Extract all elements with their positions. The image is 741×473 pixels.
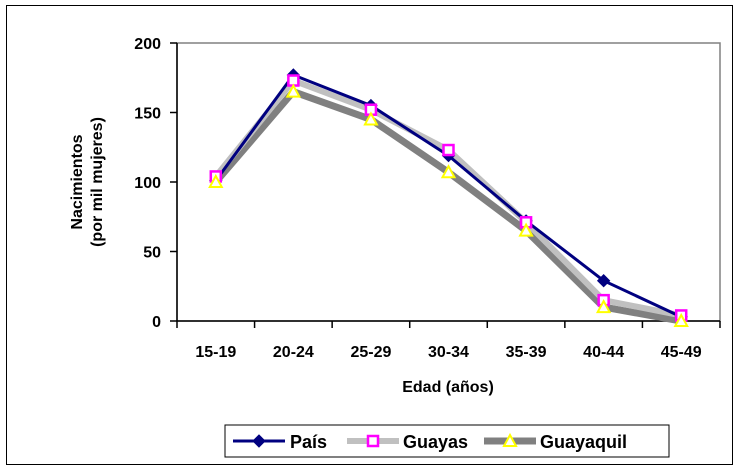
legend-label: Guayaquil [540,432,627,452]
y-tick-label: 0 [152,314,161,331]
x-tick-label: 30-34 [428,344,469,361]
y-axis-label-line-1: Nacimientos [69,134,86,229]
data-point-guayaquil [595,299,612,314]
legend-swatch-marker [502,432,518,447]
data-point-guayaquil [285,83,302,98]
y-tick-label: 150 [134,106,161,123]
legend-swatch-marker [366,434,380,448]
x-axis-label: Edad (años) [402,379,494,396]
data-point-guayaquil [363,111,379,126]
legend-label: Guayas [403,432,468,452]
axis-labels: Edad (años) Nacimientos (por mil mujeres… [69,117,494,396]
data-point-guayaquil [208,173,224,188]
y-axis-label-line-2: (por mil mujeres) [89,117,106,247]
x-tick-label: 25-29 [350,344,391,361]
axes: 0 50 100 150 200 15-19 20-24 25-29 30-34 35-39 40-… [134,36,721,361]
y-tick-label: 50 [143,245,161,262]
y-tick-label: 100 [134,175,161,192]
y-tick-label: 200 [134,36,161,53]
legend-box [224,424,670,458]
plot-area [176,42,721,322]
data-point-guayaquil [673,312,689,327]
data-point-guayaquil [440,164,457,179]
data-point-guayaquil [518,222,534,237]
x-tick-label: 45-49 [661,344,702,361]
x-tick-label: 20-24 [273,344,314,361]
data-point-guayas [442,143,455,157]
legend-swatch-marker [252,434,266,448]
x-tick-label: 15-19 [195,344,236,361]
series-layer [208,68,689,327]
plot-area-border [176,42,721,322]
legend: País Guayas Guayaquil [224,424,670,458]
x-tick-label: 35-39 [506,344,547,361]
legend-label: País [290,432,327,452]
data-point-pas [596,273,611,288]
x-tick-label: 40-44 [583,344,624,361]
